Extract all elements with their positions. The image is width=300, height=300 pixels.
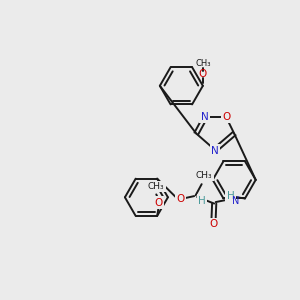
Text: CH₃: CH₃ (148, 182, 165, 191)
Text: N: N (201, 112, 208, 122)
Text: N: N (211, 146, 219, 156)
Text: H: H (198, 196, 206, 206)
Text: O: O (209, 219, 218, 229)
Text: CH₃: CH₃ (196, 171, 212, 180)
Text: O: O (154, 198, 163, 208)
Text: O: O (223, 112, 231, 122)
Text: O: O (199, 70, 207, 80)
Text: CH₃: CH₃ (195, 58, 211, 68)
Text: N: N (232, 196, 240, 206)
Text: O: O (177, 194, 185, 204)
Text: H: H (227, 191, 235, 201)
